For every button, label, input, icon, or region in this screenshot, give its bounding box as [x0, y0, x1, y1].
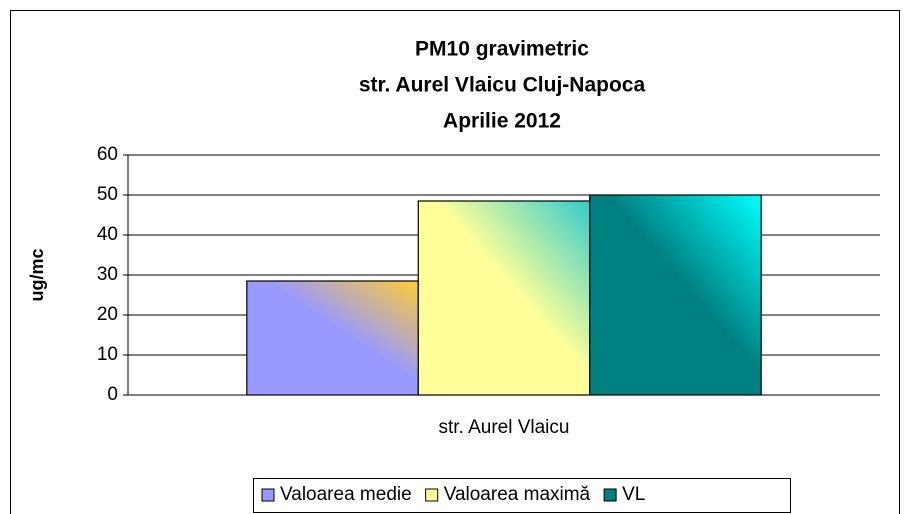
legend-label: VL — [622, 484, 645, 505]
bar — [246, 280, 419, 396]
legend-swatch — [603, 488, 617, 502]
bar — [417, 200, 591, 396]
x-tick-label: str. Aurel Vlaicu — [439, 417, 570, 438]
legend-swatch — [425, 488, 439, 502]
legend-box — [253, 478, 791, 513]
y-tick-label: 20 — [97, 304, 118, 325]
y-axis-title: ug/mc — [27, 248, 47, 301]
chart-title: str. Aurel Vlaicu Cluj-Napoca — [359, 74, 646, 97]
y-tick-label: 30 — [97, 264, 118, 285]
y-tick-label: 60 — [97, 144, 118, 165]
bar — [589, 194, 762, 396]
legend-label: Valoarea maximă — [444, 484, 591, 505]
legend-label: Valoarea medie — [280, 484, 412, 505]
y-tick-label: 0 — [107, 384, 118, 405]
chart-title: Aprilie 2012 — [443, 110, 561, 133]
chart-title: PM10 gravimetric — [415, 38, 589, 61]
y-tick-label: 50 — [97, 184, 118, 205]
legend-swatch — [261, 488, 275, 502]
y-tick-label: 10 — [97, 344, 118, 365]
y-tick-label: 40 — [97, 224, 118, 245]
